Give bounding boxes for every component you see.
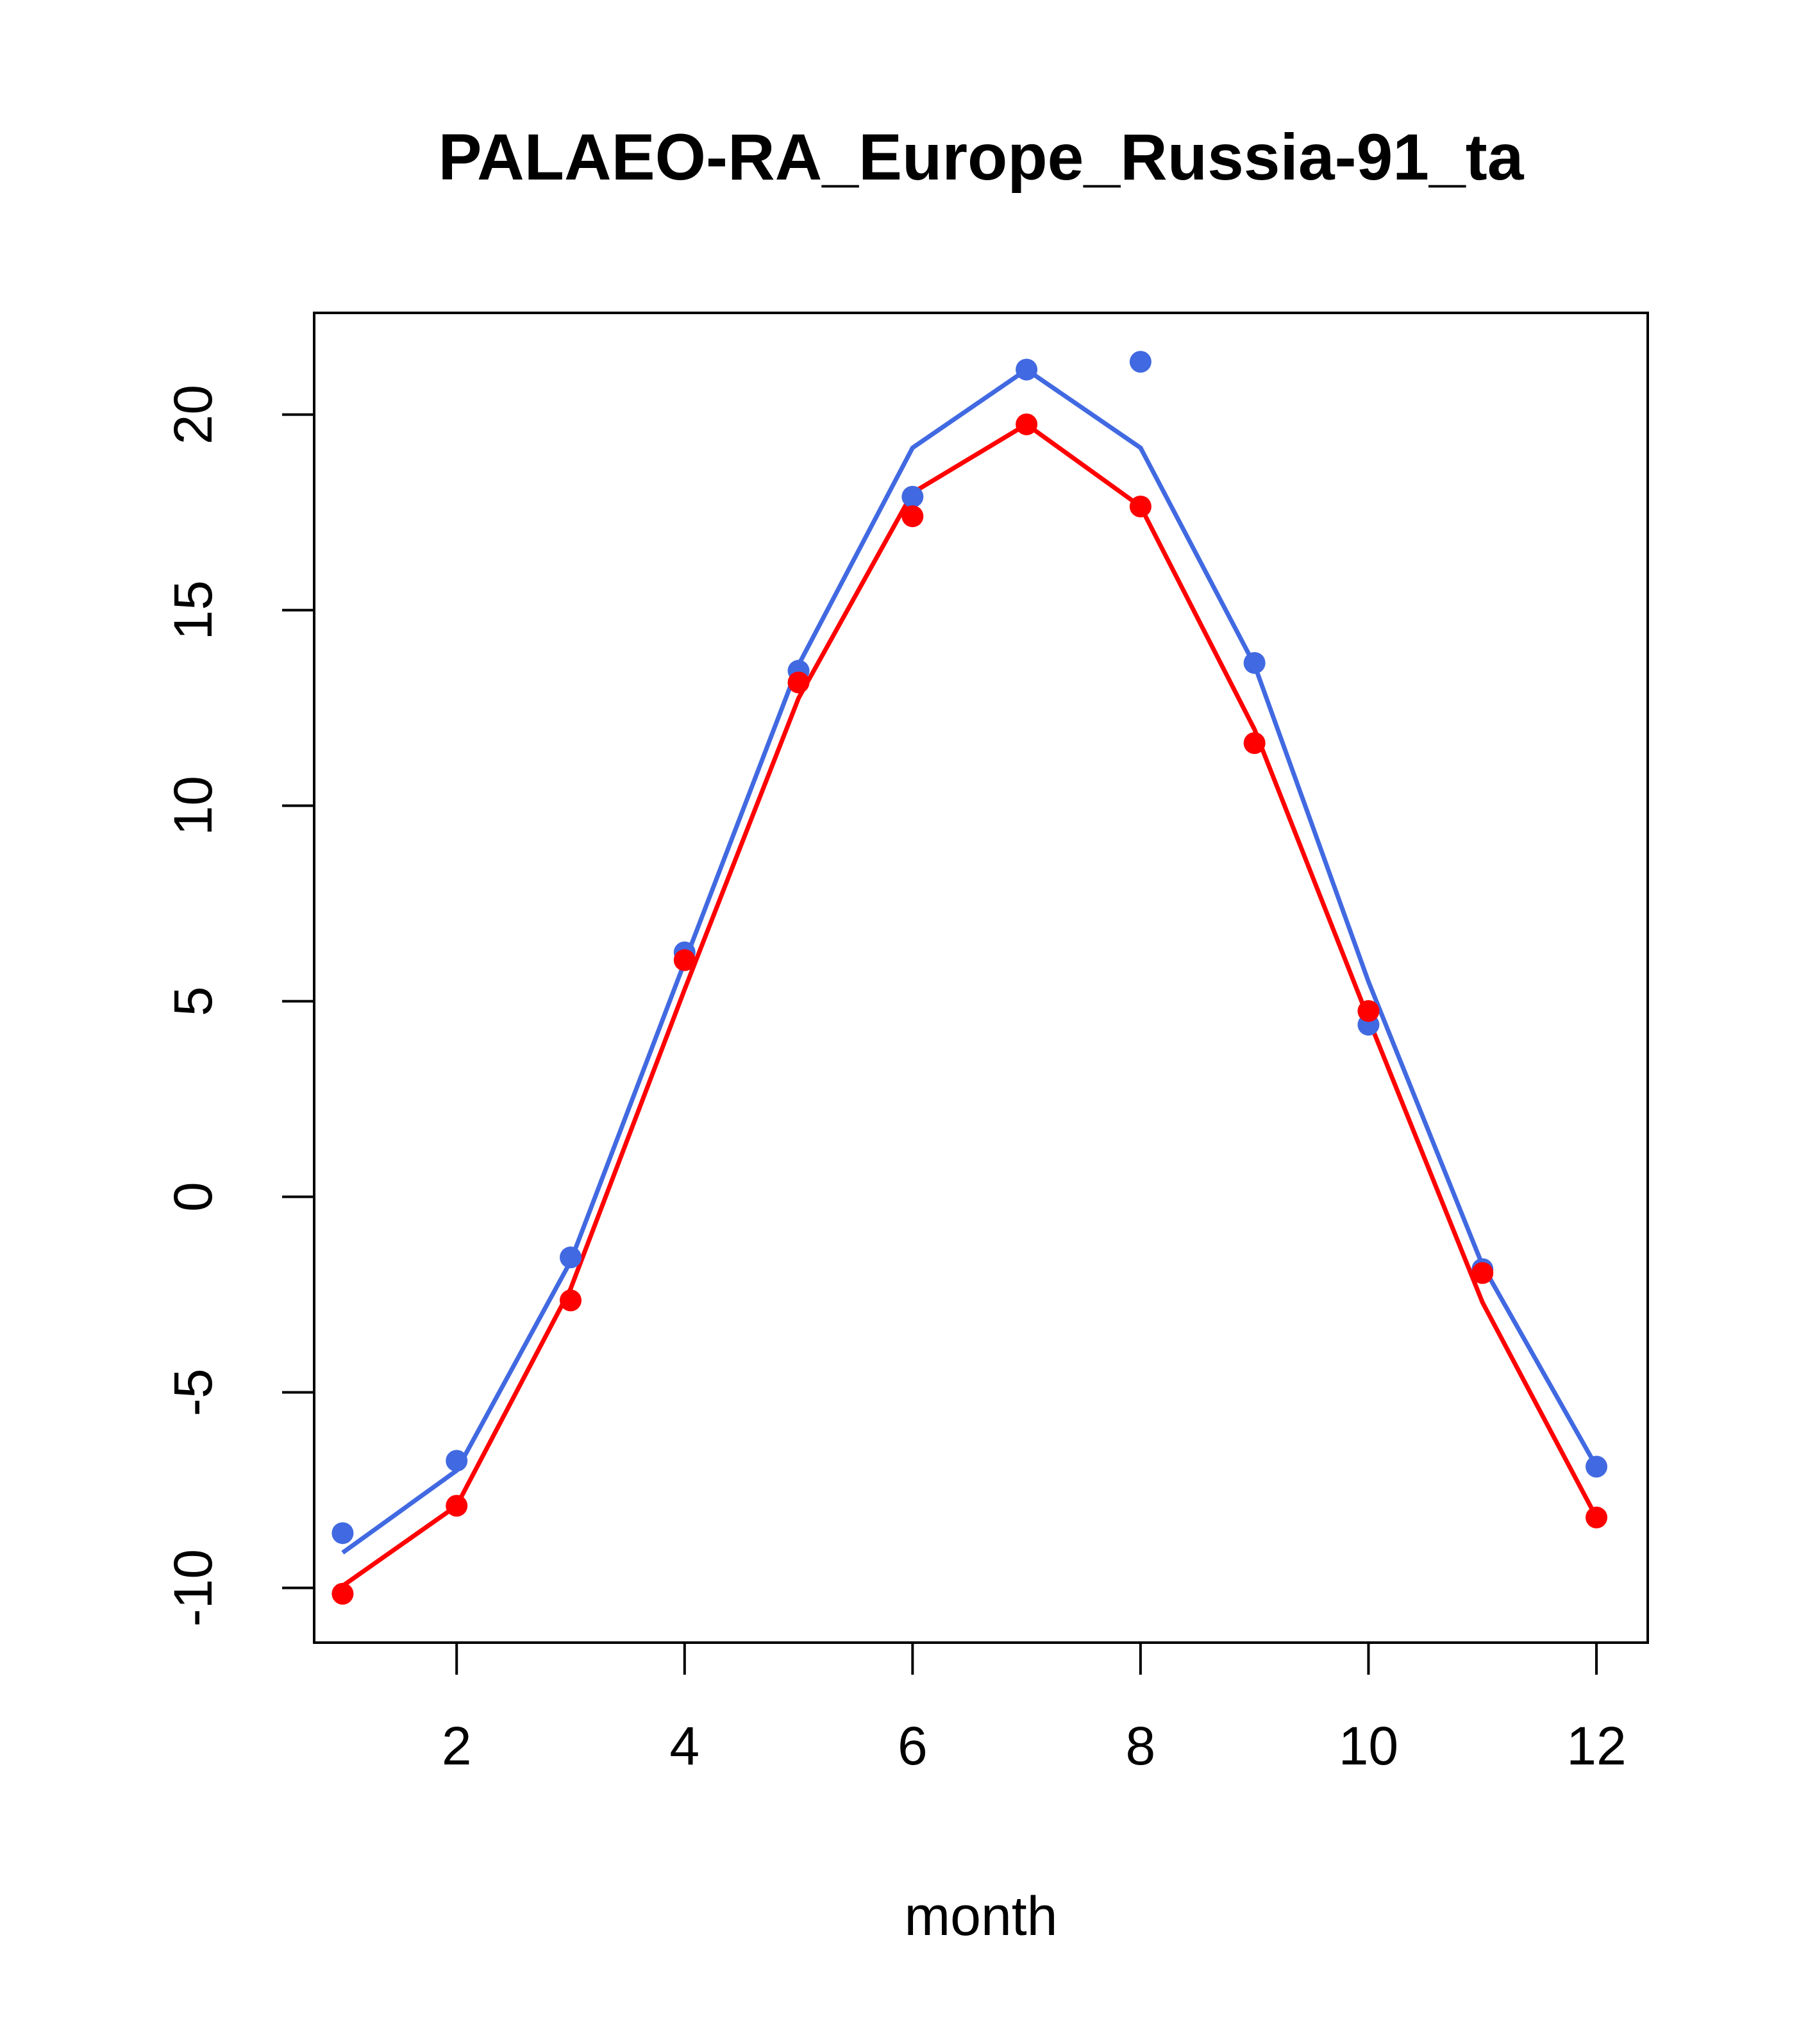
y-tick-label: 20 (163, 385, 223, 444)
red-point (1016, 413, 1038, 435)
y-tick-label: 10 (163, 776, 223, 835)
red-point (1357, 1000, 1380, 1022)
red-point (1129, 495, 1151, 517)
x-tick-label: 10 (1339, 1716, 1398, 1776)
blue-point (1129, 351, 1151, 373)
red-point (1586, 1506, 1607, 1529)
red-point (673, 949, 696, 971)
x-tick-label: 12 (1566, 1716, 1626, 1776)
blue-point (560, 1246, 582, 1269)
x-tick-label: 4 (669, 1716, 699, 1776)
x-tick-label: 2 (442, 1716, 472, 1776)
red-point (901, 505, 924, 528)
blue-point (331, 1522, 354, 1545)
red-point (1243, 732, 1266, 754)
y-tick-label: -10 (163, 1549, 223, 1627)
y-axis: -10 -5 0 5 10 15 20 (163, 385, 315, 1627)
red-point (446, 1495, 468, 1517)
red-line (341, 421, 1599, 1588)
x-axis-label: month (904, 1886, 1057, 1947)
series-layer (331, 351, 1607, 1605)
y-tick-label: -5 (163, 1368, 223, 1416)
blue-point (1586, 1455, 1607, 1478)
x-tick-label: 8 (1126, 1716, 1156, 1776)
blue-point (1016, 358, 1038, 381)
blue-point (1243, 651, 1266, 674)
red-point (560, 1289, 582, 1312)
plot-frame (313, 312, 1649, 1644)
blue-point (901, 485, 924, 508)
y-tick-label: 5 (163, 986, 223, 1016)
blue-point (446, 1450, 468, 1472)
red-point (331, 1582, 354, 1605)
red-point (787, 671, 810, 694)
x-tick-label: 6 (898, 1716, 928, 1776)
chart-title: PALAEO-RA_Europe_Russia-91_ta (439, 121, 1525, 194)
blue-line (341, 367, 1599, 1555)
red-point (1471, 1262, 1494, 1284)
x-axis: 2 4 6 8 10 12 (442, 1641, 1627, 1776)
y-tick-label: 15 (163, 580, 223, 640)
y-tick-label: 0 (163, 1182, 223, 1212)
